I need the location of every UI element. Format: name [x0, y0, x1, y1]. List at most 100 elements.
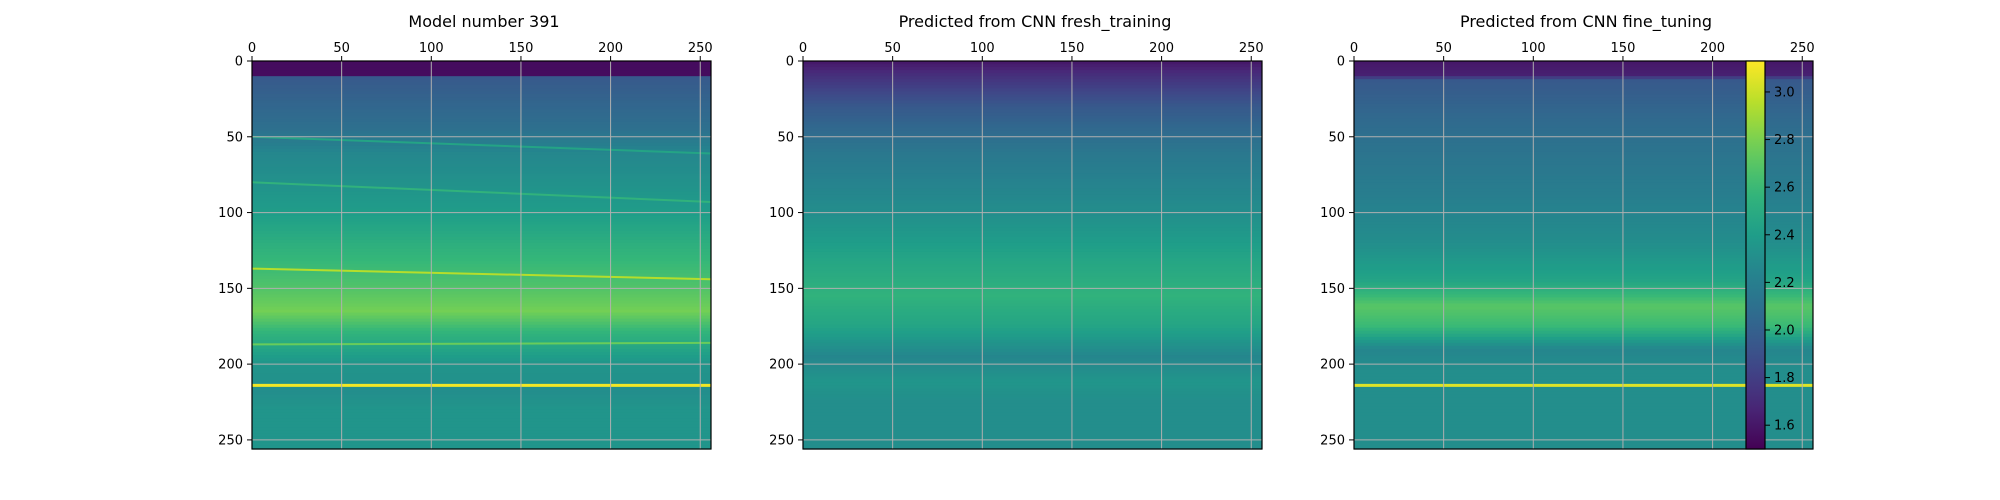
- y-tick-label: 0: [1337, 55, 1345, 70]
- heatmap-band: [1354, 185, 1813, 189]
- heatmap-band: [1354, 164, 1813, 168]
- heatmap-band: [1354, 76, 1813, 80]
- heatmap-band: [803, 67, 1262, 71]
- heatmap-band: [252, 154, 711, 159]
- heatmap-band: [1354, 273, 1813, 277]
- panel-title: Predicted from CNN fresh_training: [899, 12, 1172, 32]
- heatmap-band: [1354, 106, 1813, 111]
- heatmap-band: [1354, 245, 1813, 250]
- heatmap-band: [252, 397, 711, 402]
- heatmap-band: [1354, 315, 1813, 320]
- heatmap-band: [1354, 130, 1813, 135]
- heatmap-band: [1354, 85, 1813, 89]
- heatmap-band: [1354, 218, 1813, 223]
- heatmap-band: [252, 352, 711, 356]
- heatmap-band: [803, 133, 1262, 138]
- heatmap-band: [1354, 442, 1813, 447]
- heatmap-band: [803, 330, 1262, 335]
- heatmap-band: [1354, 191, 1813, 195]
- heatmap-band: [803, 233, 1262, 238]
- heatmap-band: [803, 94, 1262, 98]
- heatmap-band: [803, 303, 1262, 308]
- heatmap-band: [252, 445, 711, 450]
- heatmap-band: [252, 124, 711, 129]
- heatmap-band: [803, 339, 1262, 344]
- heatmap-band: [803, 315, 1262, 320]
- heatmap-band: [252, 294, 711, 299]
- heatmap-band: [803, 361, 1262, 365]
- heatmap-band: [1354, 291, 1813, 296]
- heatmap-band: [252, 251, 711, 256]
- heatmap-band: [1354, 136, 1813, 141]
- heatmap-band: [252, 370, 711, 374]
- heatmap-band: [803, 282, 1262, 286]
- heatmap-band: [1354, 97, 1813, 102]
- heatmap-band: [252, 361, 711, 365]
- heatmap-band: [252, 170, 711, 174]
- heatmap-band: [1354, 306, 1813, 311]
- heatmap-band: [1354, 215, 1813, 220]
- heatmap-band: [1354, 270, 1813, 274]
- heatmap-band: [1354, 285, 1813, 289]
- heatmap-band: [803, 136, 1262, 141]
- heatmap-band: [1354, 61, 1813, 65]
- heatmap-band: [803, 258, 1262, 262]
- heatmap-band: [252, 433, 711, 438]
- heatmap-band: [803, 418, 1262, 423]
- heatmap-band: [252, 145, 711, 150]
- heatmap-band: [803, 173, 1262, 177]
- heatmap-band: [1354, 279, 1813, 283]
- heatmap-band: [803, 161, 1262, 165]
- heatmap-band: [1354, 224, 1813, 229]
- heatmap-band: [252, 418, 711, 423]
- x-axis: 0 50 100 150 200 250: [248, 41, 713, 61]
- heatmap-band: [252, 248, 711, 253]
- heatmap-band: [1354, 100, 1813, 105]
- heatmap-band: [803, 285, 1262, 289]
- heatmap-band: [1354, 158, 1813, 162]
- plot-frame: [251, 60, 712, 450]
- heatmap-band: [1354, 333, 1813, 338]
- x-tick-label: 150: [1060, 41, 1085, 56]
- heatmap-band: [1354, 336, 1813, 341]
- panel-model: Model number 391 0 50 100 150 200 250 0 50 100 1…: [218, 12, 713, 450]
- colorbar-frame: [1745, 60, 1766, 450]
- heatmap-band: [1354, 221, 1813, 226]
- heatmap-band: [1354, 388, 1813, 393]
- heatmap-band: [1354, 239, 1813, 244]
- heatmap-band: [1354, 151, 1813, 156]
- heatmap-band: [252, 82, 711, 86]
- y-tick-label: 200: [218, 358, 243, 373]
- heatmap-band: [803, 255, 1262, 259]
- y-tick-label: 50: [1328, 130, 1345, 145]
- x-tick-label: 200: [1700, 41, 1725, 56]
- heatmap-band: [803, 403, 1262, 408]
- heatmap-band: [1354, 364, 1813, 368]
- heatmap-band: [1354, 348, 1813, 353]
- heatmap-band: [1354, 161, 1813, 165]
- heatmap-band: [803, 436, 1262, 441]
- layer-boundary: [251, 181, 712, 203]
- layer-boundary: [251, 267, 712, 281]
- heatmap-band: [803, 124, 1262, 129]
- heatmap-band: [1354, 233, 1813, 238]
- heatmap-band: [1354, 73, 1813, 77]
- heatmap-band: [252, 161, 711, 165]
- heatmap-band: [803, 130, 1262, 135]
- panel-fine-tuning: Predicted from CNN fine_tuning 0 50 100 150…: [1320, 12, 1815, 450]
- heatmap-band: [252, 403, 711, 408]
- heatmap-band: [252, 197, 711, 202]
- heatmap-band: [803, 276, 1262, 280]
- heatmap-band: [803, 194, 1262, 199]
- heatmap-band: [1354, 300, 1813, 305]
- heatmap-band: [803, 185, 1262, 189]
- heatmap-band: [803, 300, 1262, 305]
- heatmap-band: [803, 218, 1262, 223]
- heatmap-band: [1354, 248, 1813, 253]
- heatmap-band: [1354, 264, 1813, 268]
- heatmap-band: [1354, 79, 1813, 83]
- heatmap-band: [1354, 142, 1813, 147]
- heatmap-band: [252, 151, 711, 156]
- heatmap-band: [252, 224, 711, 229]
- heatmap-band: [252, 73, 711, 77]
